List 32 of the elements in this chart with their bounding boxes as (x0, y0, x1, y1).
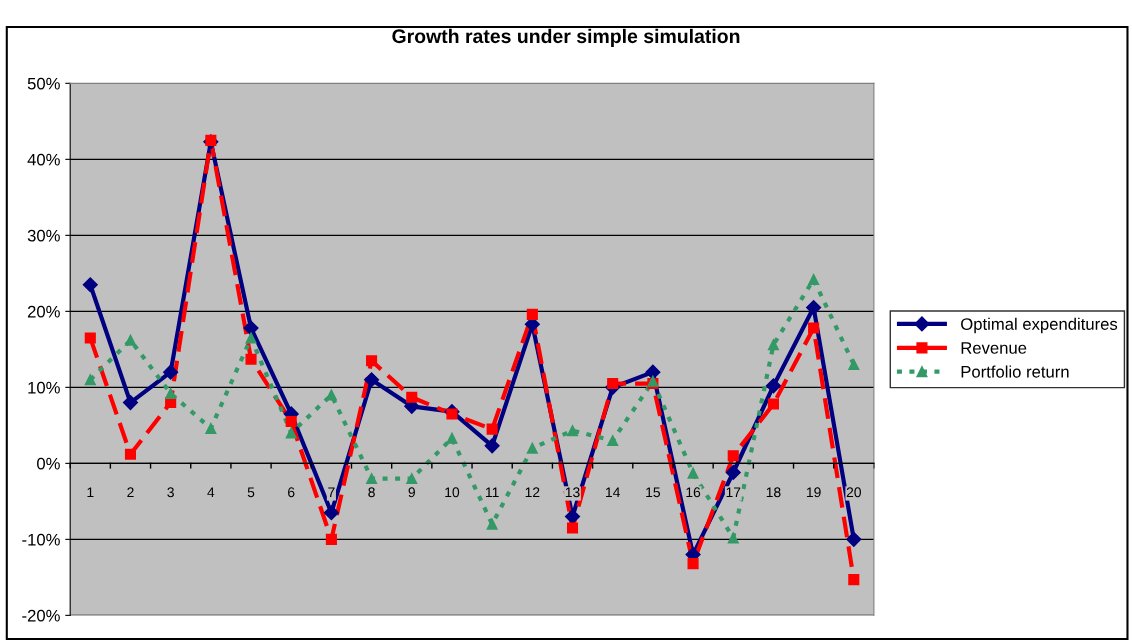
x-tick-label: 1 (87, 487, 94, 498)
x-tick-label: 13 (565, 487, 580, 498)
x-tick-label: 18 (766, 487, 781, 498)
x-tick-label: 9 (408, 487, 415, 498)
y-tick-label: 10% (28, 381, 60, 394)
legend-label: Optimal expenditures (961, 317, 1118, 334)
x-tick-label: 15 (646, 487, 661, 498)
x-tick-label: 2 (127, 487, 134, 498)
x-tick-label: 3 (167, 487, 174, 498)
x-tick-label: 10 (445, 487, 460, 498)
x-tick-label: 14 (606, 487, 621, 498)
legend-label: Revenue (961, 342, 1027, 354)
x-tick-label: 12 (525, 487, 540, 498)
y-tick-label: 0% (37, 457, 60, 470)
y-tick-label: 20% (27, 305, 60, 318)
x-tick-label: 5 (247, 487, 255, 498)
legend-label: Portfolio return (961, 365, 1069, 378)
y-tick-label: 30% (27, 229, 60, 242)
x-tick-label: 11 (485, 487, 499, 498)
y-tick-label: 50% (27, 77, 60, 90)
x-tick-label: 17 (726, 487, 741, 498)
y-tick-label: -20% (22, 609, 60, 622)
chart-title: Growth rates under simple simulation (392, 28, 740, 47)
x-tick-label: 4 (207, 487, 215, 498)
x-tick-label: 19 (806, 487, 821, 498)
x-tick-label: 16 (686, 487, 701, 498)
x-tick-label: 20 (846, 487, 861, 498)
x-tick-label: 6 (288, 487, 295, 498)
x-tick-label: 8 (368, 487, 375, 498)
x-tick-label: 7 (328, 487, 335, 498)
y-tick-label: -10% (22, 533, 60, 546)
y-tick-label: 40% (27, 153, 60, 166)
